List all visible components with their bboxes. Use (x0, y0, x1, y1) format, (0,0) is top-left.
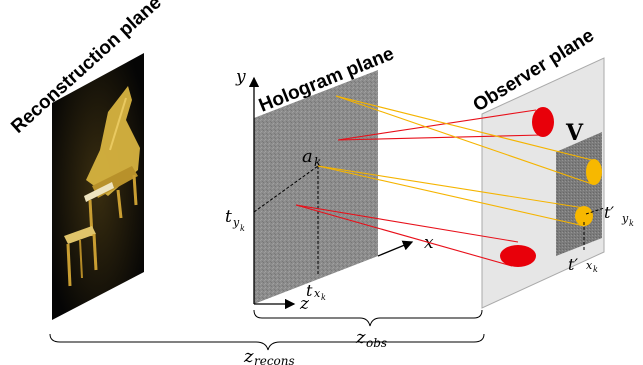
piano-image (64, 86, 140, 287)
yellow-eye-top (586, 159, 602, 185)
window-label: V (565, 120, 584, 146)
svg-text:recons: recons (254, 354, 295, 365)
svg-text:k: k (240, 224, 245, 233)
red-eye-top (532, 107, 554, 137)
z-axis-label: z (299, 294, 310, 314)
svg-text:y: y (621, 212, 629, 225)
reconstruction-plane (52, 53, 144, 320)
t-prime-yk-label: t′ y k (604, 203, 634, 228)
svg-text:k: k (321, 293, 326, 302)
svg-text:t: t (306, 281, 313, 300)
z-obs-brace (253, 309, 483, 327)
z-recons-label: z recons (243, 346, 295, 365)
svg-text:obs: obs (366, 336, 387, 350)
red-eye-bottom (500, 245, 536, 267)
svg-text:t: t (225, 207, 232, 227)
a-k-label: a k (302, 146, 321, 169)
observer-window (556, 132, 602, 256)
svg-text:y: y (232, 216, 240, 229)
x-axis (377, 240, 414, 257)
z-recons-brace (49, 333, 485, 351)
svg-text:x: x (586, 259, 593, 272)
yellow-eye-bottom (575, 206, 593, 226)
svg-text:t′: t′ (568, 255, 578, 274)
svg-text:k: k (314, 155, 321, 169)
t-xk-label: t x k (306, 281, 326, 302)
svg-text:z: z (355, 327, 366, 348)
y-axis-label: y (235, 67, 246, 87)
hologram-plane (254, 70, 378, 304)
t-yk-projection (253, 165, 319, 213)
svg-text:k: k (629, 219, 634, 228)
svg-text:k: k (593, 265, 598, 274)
z-obs-label: z obs (355, 327, 387, 350)
svg-text:z: z (243, 346, 254, 365)
svg-text:t′: t′ (604, 203, 614, 222)
t-prime-yk-projection (585, 207, 605, 215)
svg-text:a: a (302, 146, 313, 167)
t-yk-label: t y k (225, 207, 245, 233)
red-rays (295, 109, 543, 267)
svg-text:x: x (314, 287, 321, 300)
t-prime-xk-label: t′ x k (568, 255, 598, 274)
yellow-rays (317, 95, 593, 227)
